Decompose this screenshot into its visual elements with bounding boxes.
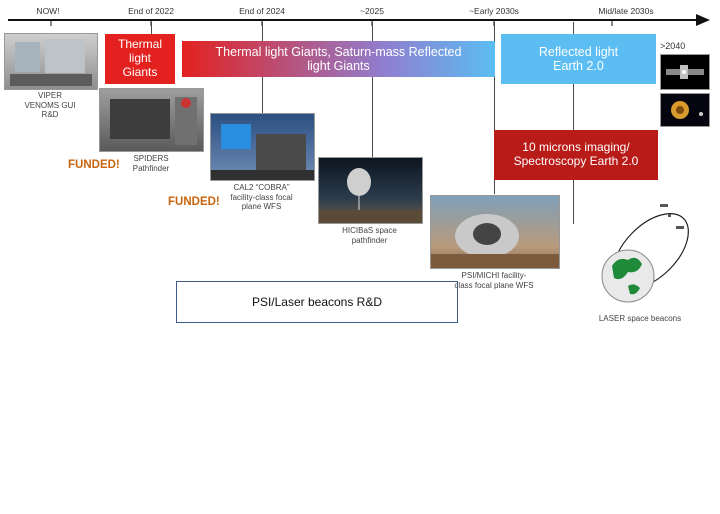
caption-spiders: SPIDERS Pathfinder: [132, 154, 170, 173]
spacecraft-icon: [666, 65, 704, 79]
laser-beacons-illustration: [601, 204, 689, 303]
tick-label-2022: End of 2022: [128, 6, 174, 16]
funded-label-1: FUNDED!: [68, 159, 120, 171]
bar-thermal-saturn-reflected: Thermal light Giants, Saturn-mass Reflec…: [182, 41, 495, 77]
caption-laser: LASER space beacons: [598, 314, 682, 323]
starshade-image: [660, 93, 710, 127]
milestone-line-2022: [151, 22, 152, 36]
hicibas-balloon-photo: [318, 157, 423, 224]
tick-label-now: NOW!: [36, 6, 60, 16]
caption-hicibas: HICIBaS space pathfinder: [342, 226, 397, 245]
tick-label-2025: ~2025: [360, 6, 384, 16]
viper-lab-photo: [4, 33, 98, 90]
spiders-photo: [99, 88, 204, 152]
tick-label-2024: End of 2024: [239, 6, 285, 16]
tick-label-early-2030s: ~Early 2030s: [469, 6, 519, 16]
milestone-line-early-2030s: [494, 22, 495, 194]
bar-reflected-earth: Reflected light Earth 2.0: [501, 34, 656, 84]
starshade-icon: [671, 101, 703, 119]
milestone-line-2025: [372, 22, 373, 158]
label-gt2040: >2040: [660, 41, 686, 51]
caption-cal2: CAL2 “COBRA” facility-class focal plane …: [230, 183, 293, 212]
cal2-photo: [210, 113, 315, 181]
caption-viper: VIPER VENOMS GUI R&D: [24, 91, 76, 120]
timeline-arrowhead: [696, 14, 710, 26]
spacecraft-image: [660, 54, 710, 90]
tick-label-mid-late-2030s: Mid/late 2030s: [598, 6, 654, 16]
milestone-line-mid-2030s: [573, 22, 574, 224]
bar-imaging-spectroscopy: 10 microns imaging/ Spectroscopy Earth 2…: [494, 130, 658, 180]
caption-psi-michi: PSI/MICHI facility-class focal plane WFS: [454, 271, 534, 290]
psi-laser-rd-label: PSI/Laser beacons R&D: [251, 295, 383, 309]
psi-laser-rd-box: PSI/Laser beacons R&D: [176, 281, 458, 323]
funded-label-2: FUNDED!: [168, 196, 220, 208]
bar-thermal-giants: Thermal light Giants: [105, 34, 175, 84]
psi-michi-telescope-photo: [430, 195, 560, 269]
